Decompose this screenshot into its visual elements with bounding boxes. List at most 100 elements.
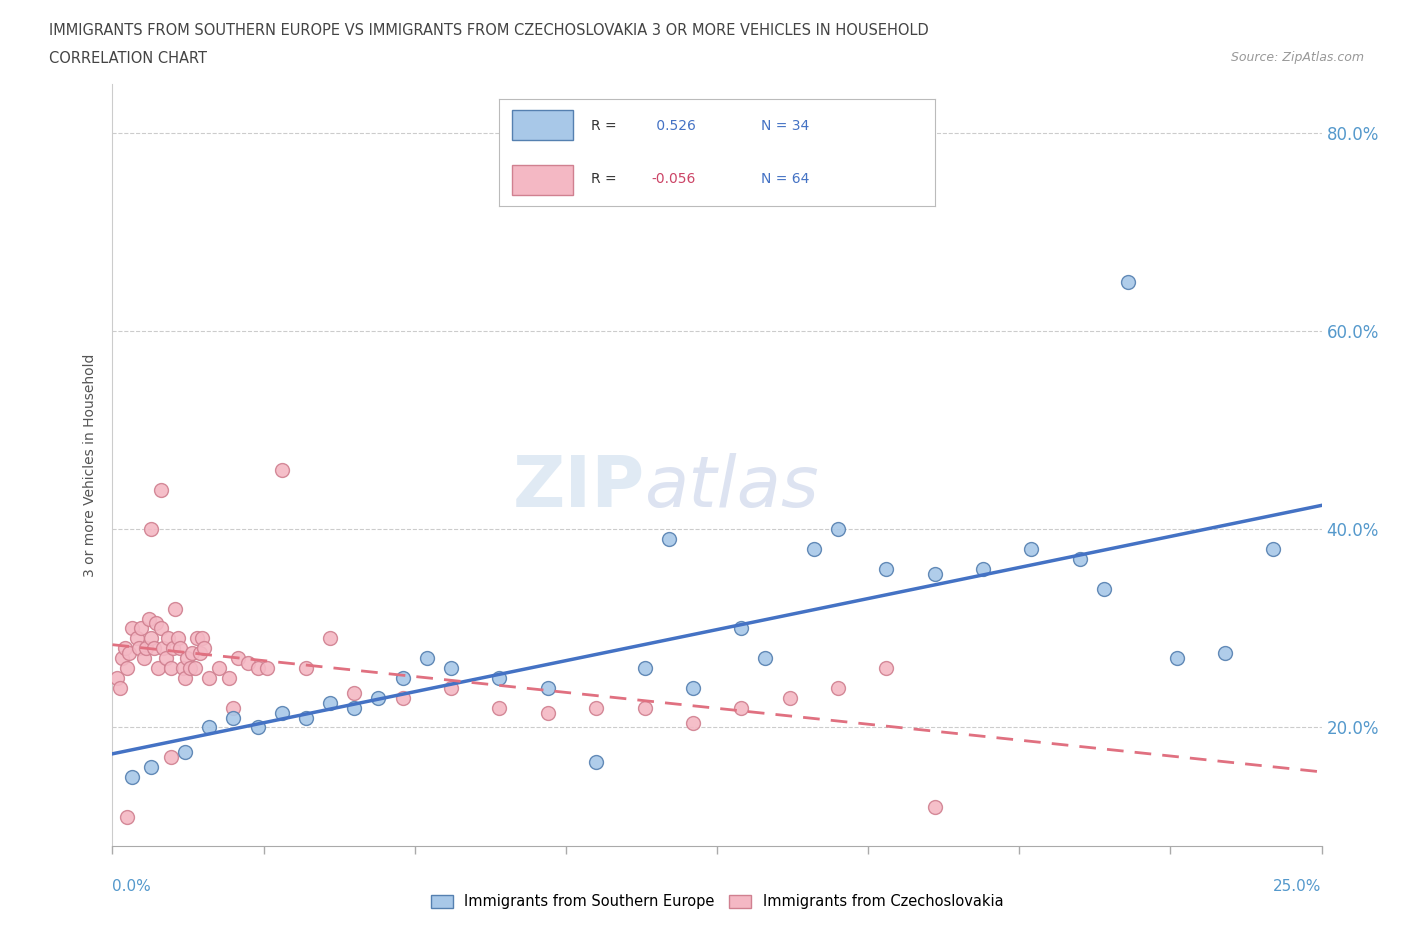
Text: IMMIGRANTS FROM SOUTHERN EUROPE VS IMMIGRANTS FROM CZECHOSLOVAKIA 3 OR MORE VEHI: IMMIGRANTS FROM SOUTHERN EUROPE VS IMMIG… [49, 23, 929, 38]
Point [174, 745, 197, 760]
Point [391, 671, 413, 685]
Point [440, 681, 463, 696]
Point [226, 651, 249, 666]
Text: atlas: atlas [644, 454, 820, 523]
Point [105, 671, 128, 685]
Point [270, 705, 292, 720]
Point [181, 645, 204, 660]
Point [633, 660, 655, 675]
Point [172, 660, 194, 675]
Point [188, 645, 211, 660]
Point [193, 641, 215, 656]
Y-axis label: 3 or more Vehicles in Household: 3 or more Vehicles in Household [83, 353, 97, 577]
Point [166, 631, 188, 645]
Point [149, 483, 172, 498]
Point [754, 651, 776, 666]
Point [440, 660, 463, 675]
Point [157, 631, 180, 645]
Point [246, 720, 269, 735]
Point [114, 641, 136, 656]
Point [198, 720, 221, 735]
Text: CORRELATION CHART: CORRELATION CHART [49, 51, 207, 66]
Point [108, 681, 131, 696]
Point [179, 660, 201, 675]
Point [198, 671, 221, 685]
Text: 0.0%: 0.0% [112, 879, 152, 894]
Point [924, 566, 946, 581]
Point [169, 641, 191, 656]
Point [1263, 542, 1285, 557]
Point [537, 681, 560, 696]
Point [148, 660, 170, 675]
Point [295, 711, 318, 725]
Point [115, 809, 138, 824]
Point [972, 562, 994, 577]
Point [779, 690, 801, 705]
Point [367, 690, 389, 705]
Point [222, 711, 245, 725]
Point [159, 660, 181, 675]
Point [183, 660, 205, 675]
Point [1092, 581, 1115, 596]
Point [142, 641, 165, 656]
Point [191, 631, 214, 645]
Point [131, 621, 153, 636]
Point [1069, 551, 1091, 566]
Point [343, 685, 366, 700]
Text: Source: ZipAtlas.com: Source: ZipAtlas.com [1230, 51, 1364, 64]
Point [135, 641, 157, 656]
Point [141, 522, 163, 537]
Point [128, 641, 150, 656]
Point [141, 631, 163, 645]
Point [222, 700, 245, 715]
Point [270, 462, 292, 477]
Point [875, 660, 897, 675]
Point [141, 760, 163, 775]
Point [115, 660, 138, 675]
Point [236, 656, 259, 671]
Point [145, 616, 167, 631]
Point [585, 754, 607, 769]
Point [416, 651, 439, 666]
Point [295, 660, 318, 675]
Point [585, 700, 607, 715]
Point [125, 631, 148, 645]
Point [218, 671, 240, 685]
Point [256, 660, 278, 675]
Point [1116, 274, 1139, 289]
Point [132, 651, 155, 666]
Point [111, 651, 134, 666]
Point [152, 641, 174, 656]
Point [391, 690, 413, 705]
Point [121, 769, 143, 784]
Point [149, 621, 172, 636]
Point [488, 671, 510, 685]
Point [827, 681, 849, 696]
Point [162, 641, 184, 656]
Point [121, 621, 143, 636]
Point [176, 651, 198, 666]
Point [343, 700, 366, 715]
Point [118, 645, 141, 660]
Point [875, 562, 897, 577]
Point [924, 799, 946, 814]
Point [682, 681, 704, 696]
Point [730, 621, 752, 636]
Point [165, 601, 187, 616]
Point [319, 631, 342, 645]
Point [246, 660, 269, 675]
Point [658, 532, 681, 547]
Point [208, 660, 231, 675]
Point [186, 631, 208, 645]
Point [827, 522, 849, 537]
Point [174, 671, 197, 685]
Point [1021, 542, 1043, 557]
Text: 25.0%: 25.0% [1274, 879, 1322, 894]
Legend: Immigrants from Southern Europe, Immigrants from Czechoslovakia: Immigrants from Southern Europe, Immigra… [425, 888, 1010, 915]
Point [159, 750, 181, 764]
Point [633, 700, 655, 715]
Point [803, 542, 825, 557]
Point [319, 696, 342, 711]
Point [1166, 651, 1188, 666]
Text: ZIP: ZIP [512, 454, 644, 523]
